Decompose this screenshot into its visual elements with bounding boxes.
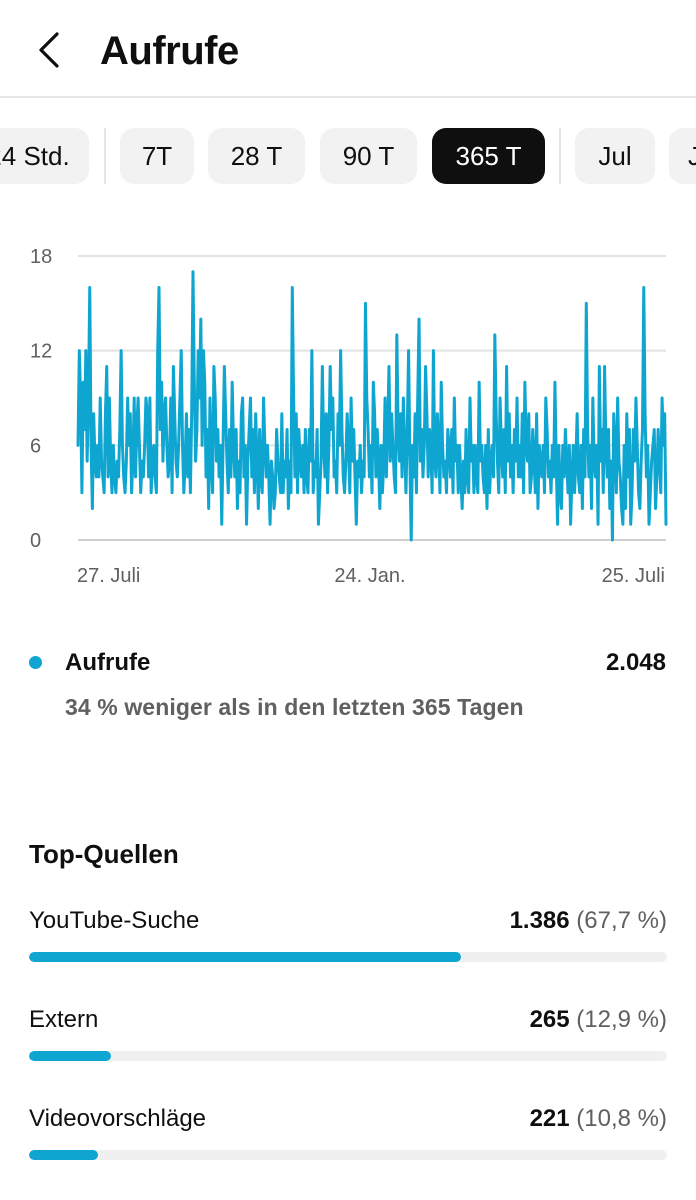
chip-separator — [559, 128, 561, 184]
source-bar-track — [29, 1150, 667, 1160]
source-row-external[interactable]: Extern 265 (12,9 %) — [29, 1005, 667, 1065]
chip-90d[interactable]: 90 T — [320, 128, 417, 184]
source-bar-fill — [29, 952, 461, 962]
metric-total: 2.048 — [605, 649, 666, 676]
chip-separator — [104, 128, 106, 184]
chip-28d[interactable]: 28 T — [208, 128, 305, 184]
source-value: 1.386 (67,7 %) — [509, 907, 667, 934]
x-tick-label: 27. Juli — [77, 565, 140, 587]
views-line-chart: 0 6 12 18 27. Juli 24. Jan. 25. Juli — [30, 246, 668, 587]
metric-name: Aufrufe — [65, 649, 151, 676]
y-tick-label: 0 — [30, 530, 41, 552]
source-row-youtube-search[interactable]: YouTube-Suche 1.386 (67,7 %) — [29, 906, 667, 966]
series-line-views — [76, 270, 668, 542]
source-row-suggested-videos[interactable]: Videovorschläge 221 (10,8 %) — [29, 1104, 667, 1164]
chip-7d[interactable]: 7T — [120, 128, 194, 184]
chevron-left-icon — [39, 32, 59, 68]
time-range-selector: 24 Std. 7T 28 T 90 T 365 T Jul Jun — [0, 128, 696, 184]
chip-june[interactable]: Jun — [669, 128, 696, 184]
top-app-bar: Aufrufe — [0, 0, 696, 98]
y-tick-label: 18 — [30, 246, 52, 268]
source-value: 265 (12,9 %) — [529, 1006, 667, 1033]
section-title-top-sources: Top-Quellen — [29, 839, 179, 869]
chip-24h[interactable]: 24 Std. — [0, 128, 89, 184]
chip-july[interactable]: Jul — [575, 128, 655, 184]
y-tick-label: 6 — [30, 435, 41, 457]
source-value: 221 (10,8 %) — [529, 1105, 667, 1132]
source-name: Extern — [29, 1006, 99, 1033]
source-bar-track — [29, 952, 667, 962]
page-title: Aufrufe — [100, 29, 239, 73]
x-tick-label: 24. Jan. — [334, 565, 405, 587]
chip-365d[interactable]: 365 T — [432, 128, 545, 184]
source-name: Videovorschläge — [29, 1105, 207, 1132]
y-tick-label: 12 — [30, 341, 52, 363]
source-bar-fill — [29, 1150, 98, 1160]
back-button[interactable] — [30, 28, 70, 72]
x-tick-label: 25. Juli — [602, 565, 665, 587]
metric-comparison: 34 % weniger als in den letzten 365 Tage… — [65, 694, 524, 720]
source-name: YouTube-Suche — [29, 907, 200, 934]
source-bar-fill — [29, 1051, 112, 1061]
series-color-dot — [29, 656, 42, 669]
source-bar-track — [29, 1051, 667, 1061]
